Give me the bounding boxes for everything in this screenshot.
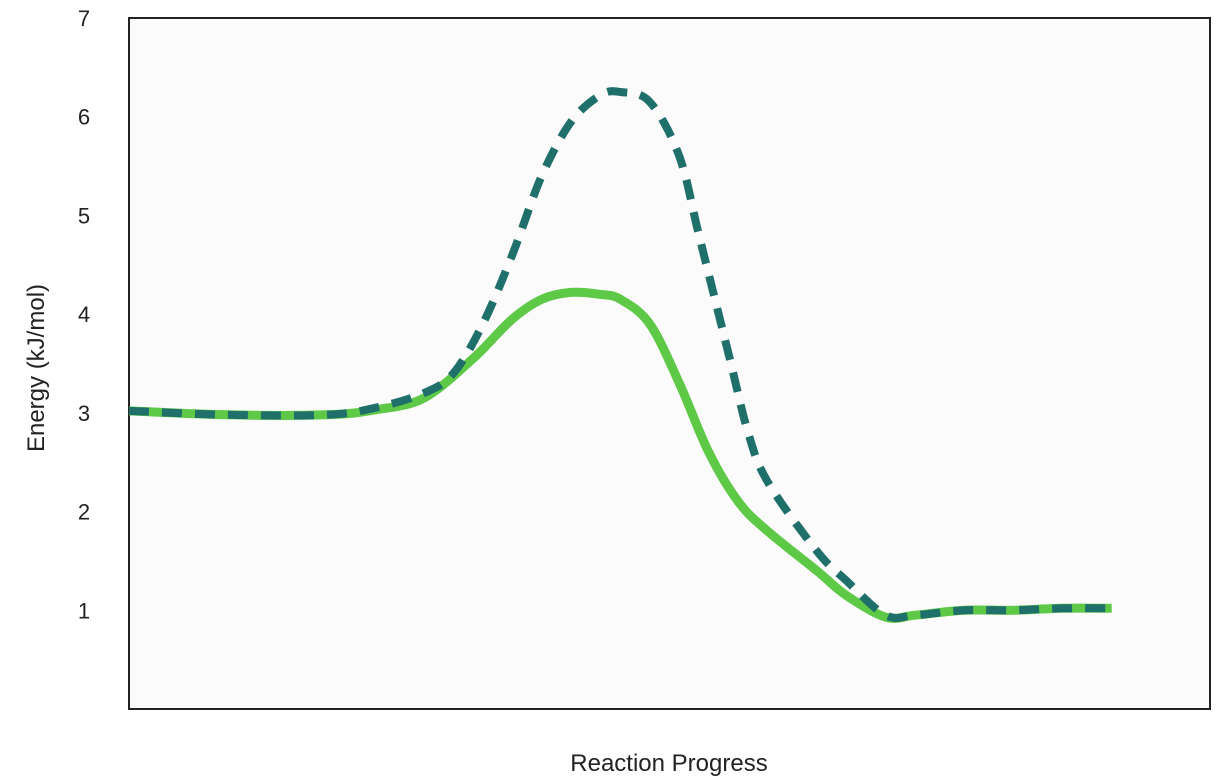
series-line-dashed	[128, 87, 1112, 622]
series-layer	[128, 87, 1112, 623]
series-line-solid	[128, 287, 1112, 623]
y-tick-label: 1	[78, 598, 90, 623]
x-axis-label: Reaction Progress	[570, 750, 767, 777]
y-tick-label: 7	[78, 6, 90, 31]
y-tick-label: 4	[78, 302, 90, 327]
y-tick-label: 3	[78, 401, 90, 426]
y-tick-label: 2	[78, 500, 90, 525]
y-axis-label: Energy (kJ/mol)	[23, 284, 50, 452]
y-tick-labels: 1 2 3 4 5 6 7	[78, 6, 90, 623]
y-tick-label: 6	[78, 105, 90, 130]
y-tick-label: 5	[78, 203, 90, 228]
